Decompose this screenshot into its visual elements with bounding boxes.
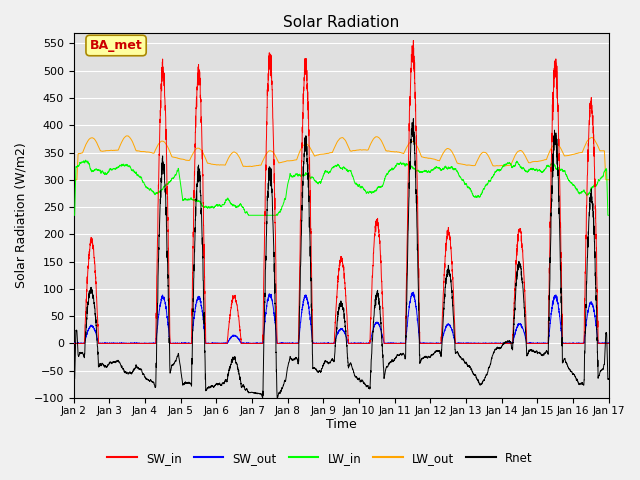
Legend: SW_in, SW_out, LW_in, LW_out, Rnet: SW_in, SW_out, LW_in, LW_out, Rnet bbox=[102, 447, 538, 469]
Title: Solar Radiation: Solar Radiation bbox=[283, 15, 399, 30]
Text: BA_met: BA_met bbox=[90, 39, 143, 52]
Y-axis label: Solar Radiation (W/m2): Solar Radiation (W/m2) bbox=[15, 143, 28, 288]
X-axis label: Time: Time bbox=[326, 419, 356, 432]
